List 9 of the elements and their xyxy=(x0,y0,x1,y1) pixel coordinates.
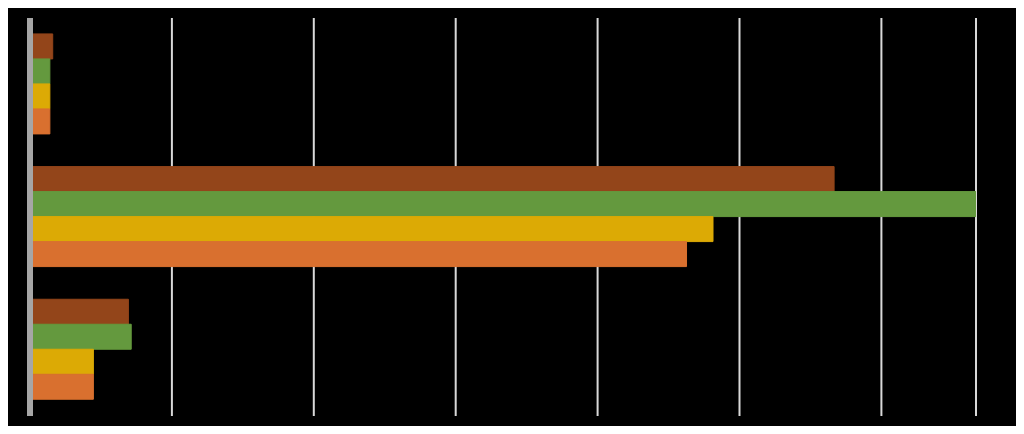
bar xyxy=(30,373,94,400)
bar xyxy=(30,166,835,193)
bar xyxy=(30,298,129,325)
bar xyxy=(30,323,132,350)
bar xyxy=(30,241,688,268)
bar xyxy=(30,108,51,135)
bar xyxy=(30,348,94,375)
bar xyxy=(30,216,714,243)
bar xyxy=(30,191,976,218)
